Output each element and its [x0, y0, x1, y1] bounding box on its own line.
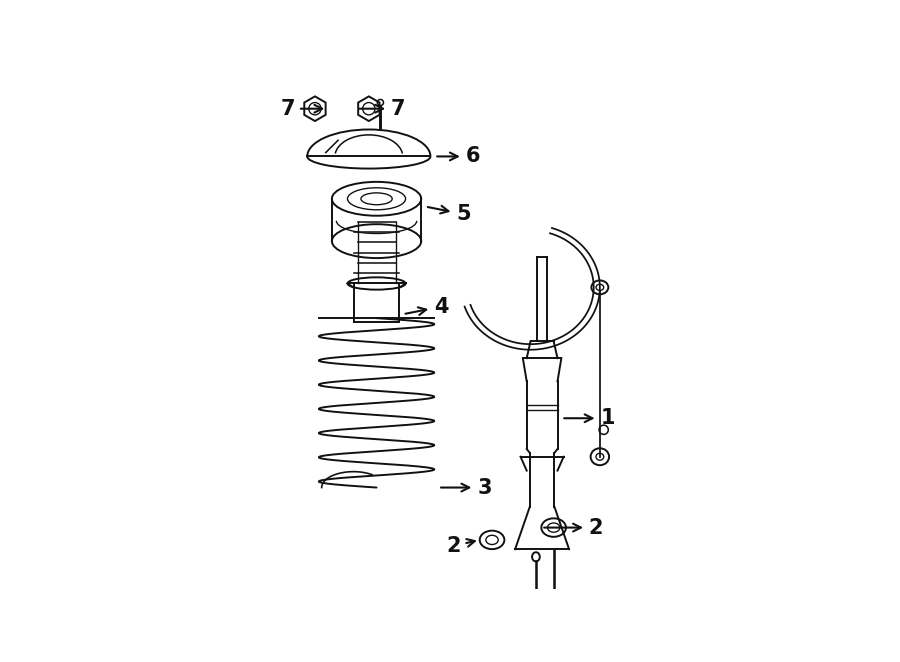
Text: 3: 3	[441, 477, 491, 498]
Text: 7: 7	[359, 99, 405, 118]
Text: 2: 2	[446, 536, 475, 556]
Text: 5: 5	[428, 204, 471, 224]
Text: 1: 1	[564, 408, 615, 428]
Text: 7: 7	[281, 99, 322, 118]
Text: 6: 6	[437, 146, 480, 166]
Text: 4: 4	[406, 297, 448, 316]
Text: 2: 2	[544, 518, 603, 538]
